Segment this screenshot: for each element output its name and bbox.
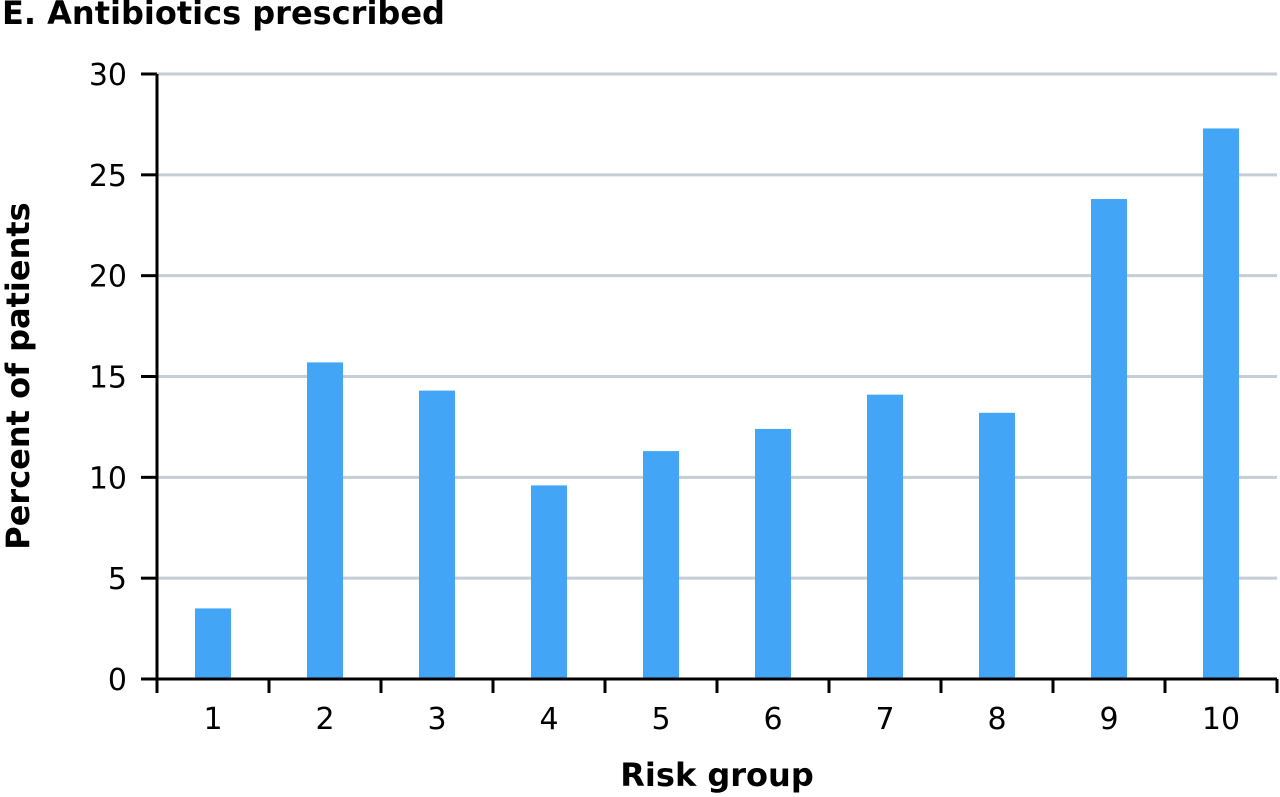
axes: [141, 74, 1277, 693]
x-axis-title: Risk group: [620, 756, 813, 794]
y-tick-label: 10: [89, 461, 127, 496]
x-tick-label: 3: [427, 702, 446, 737]
bar-risk-group-4: [531, 485, 567, 679]
x-tick-label: 2: [315, 702, 334, 737]
x-tick-label: 9: [1099, 702, 1118, 737]
x-tick-label: 5: [651, 702, 670, 737]
y-ticks: 0 5 10 15 20 25 30: [89, 58, 157, 698]
x-tick-label: 4: [539, 702, 558, 737]
y-tick-label: 15: [89, 361, 127, 396]
x-tick-label: 8: [987, 702, 1006, 737]
y-tick-label: 0: [108, 663, 127, 698]
bar-risk-group-8: [979, 412, 1015, 679]
x-tick-label: 1: [203, 702, 222, 737]
bar-risk-group-6: [755, 428, 791, 679]
bar-risk-group-3: [419, 390, 455, 679]
y-tick-label: 30: [89, 58, 127, 93]
bar-risk-group-10: [1203, 128, 1239, 679]
bar-risk-group-2: [307, 362, 343, 679]
bar-risk-group-5: [643, 451, 679, 679]
gridlines: [157, 72, 1277, 580]
x-tick-label: 7: [875, 702, 894, 737]
bars: [195, 128, 1239, 680]
y-tick-label: 25: [89, 159, 127, 194]
x-tick-label: 10: [1202, 702, 1240, 737]
y-axis-title: Percent of patients: [0, 202, 37, 549]
bar-risk-group-9: [1091, 199, 1127, 680]
bar-risk-group-7: [867, 394, 903, 679]
y-tick-label: 20: [89, 260, 127, 295]
chart-title: E. Antibiotics prescribed: [2, 0, 445, 32]
x-tick-label: 6: [763, 702, 782, 737]
bar-risk-group-1: [195, 608, 231, 679]
y-tick-label: 5: [108, 562, 127, 597]
x-ticks: 1 2 3 4 5 6 7 8 9 10: [155, 679, 1279, 737]
